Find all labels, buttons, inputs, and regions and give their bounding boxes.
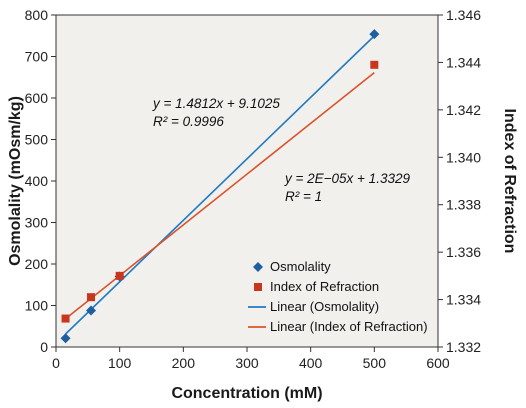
trendline-osmolality bbox=[64, 35, 375, 335]
legend-osmolality-label: Osmolality bbox=[270, 259, 331, 274]
refraction-equation: y = 2E−05x + 1.3329 bbox=[284, 171, 410, 186]
y2-tick-label: 1.346 bbox=[446, 7, 481, 23]
plot-area bbox=[55, 14, 439, 348]
x-tick-label: 0 bbox=[52, 355, 60, 371]
osmolality-r2: R² = 0.9996 bbox=[153, 114, 224, 129]
y-tick-label: 700 bbox=[25, 49, 49, 65]
y2-tick-label: 1.340 bbox=[446, 149, 481, 165]
osmolality-point bbox=[86, 305, 97, 316]
index-of-refraction-point bbox=[61, 314, 70, 323]
y-tick-label: 500 bbox=[25, 132, 49, 148]
legend-linear-refraction-label: Linear (Index of Refraction) bbox=[270, 319, 428, 334]
x-tick-label: 600 bbox=[426, 355, 450, 371]
y2-tick-label: 1.336 bbox=[446, 244, 481, 260]
legend-osmolality-marker bbox=[253, 262, 263, 272]
y-tick-label: 800 bbox=[25, 7, 49, 23]
index-of-refraction-point bbox=[87, 293, 96, 302]
x-tick-label: 100 bbox=[108, 355, 132, 371]
y2-tick-label: 1.342 bbox=[446, 102, 481, 118]
legend: Osmolality Index of Refraction Linear (O… bbox=[248, 259, 428, 334]
x-tick-label: 500 bbox=[363, 355, 387, 371]
y-tick-label: 0 bbox=[40, 339, 48, 355]
x-tick-label: 200 bbox=[172, 355, 196, 371]
x-tick-label: 300 bbox=[235, 355, 259, 371]
y-tick-label: 200 bbox=[25, 256, 49, 272]
x-axis-title: Concentration (mM) bbox=[171, 385, 322, 402]
legend-refraction-marker bbox=[254, 283, 262, 291]
y2-tick-label: 1.338 bbox=[446, 197, 481, 213]
y2-tick-label: 1.344 bbox=[446, 54, 481, 70]
y2-axis-title: Index of Refraction bbox=[501, 109, 518, 254]
index-of-refraction-point bbox=[115, 271, 124, 280]
legend-refraction-label: Index of Refraction bbox=[270, 279, 379, 294]
y2-tick-label: 1.334 bbox=[446, 292, 481, 308]
index-of-refraction-point bbox=[370, 60, 379, 69]
y-axis-title: Osmolality (mOsm/kg) bbox=[7, 96, 24, 266]
y2-tick-label: 1.332 bbox=[446, 339, 481, 355]
legend-linear-osmolality-label: Linear (Osmolality) bbox=[270, 299, 379, 314]
refraction-r2: R² = 1 bbox=[285, 189, 322, 204]
osmolality-equation: y = 1.4812x + 9.1025 bbox=[152, 96, 280, 111]
y-tick-label: 100 bbox=[25, 298, 49, 314]
y-tick-label: 600 bbox=[25, 90, 49, 106]
osmolality-point bbox=[369, 29, 380, 40]
y-tick-label: 400 bbox=[25, 173, 49, 189]
x-tick-label: 400 bbox=[299, 355, 323, 371]
osmolality-point bbox=[60, 333, 71, 344]
y-tick-label: 300 bbox=[25, 215, 49, 231]
